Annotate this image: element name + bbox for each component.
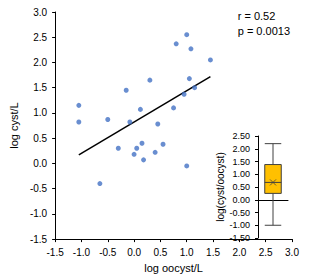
svg-text:2.0: 2.0 <box>232 247 246 258</box>
svg-text:-1.5: -1.5 <box>30 234 48 245</box>
svg-text:2.50: 2.50 <box>232 131 250 141</box>
svg-text:2.5: 2.5 <box>259 247 273 258</box>
svg-text:-1.00: -1.00 <box>229 220 250 230</box>
svg-text:2.5: 2.5 <box>33 32 47 43</box>
svg-text:1.5: 1.5 <box>33 82 47 93</box>
svg-text:1.00: 1.00 <box>232 169 250 179</box>
svg-text:0.0: 0.0 <box>127 247 141 258</box>
svg-text:1.0: 1.0 <box>33 107 47 118</box>
svg-text:-0.5: -0.5 <box>99 247 117 258</box>
svg-text:2.0: 2.0 <box>33 57 47 68</box>
svg-text:2.00: 2.00 <box>232 144 250 154</box>
svg-text:0.5: 0.5 <box>153 247 167 258</box>
svg-text:-1.5: -1.5 <box>47 247 65 258</box>
svg-text:-1.0: -1.0 <box>73 247 91 258</box>
svg-text:0.00: 0.00 <box>232 195 250 205</box>
svg-text:0.50: 0.50 <box>232 182 250 192</box>
svg-text:p = 0.0013: p = 0.0013 <box>238 25 290 37</box>
svg-text:-0.5: -0.5 <box>30 183 48 194</box>
svg-text:-1.50: -1.50 <box>229 233 250 243</box>
svg-text:3.0: 3.0 <box>33 7 47 18</box>
svg-text:0.5: 0.5 <box>33 133 47 144</box>
svg-text:log oocyst/L: log oocyst/L <box>144 262 203 274</box>
svg-text:3.0: 3.0 <box>285 247 299 258</box>
svg-text:1.50: 1.50 <box>232 157 250 167</box>
svg-text:1.0: 1.0 <box>180 247 194 258</box>
svg-text:log cyst/L: log cyst/L <box>8 102 20 148</box>
svg-text:log(cyst/oocyst): log(cyst/oocyst) <box>215 152 226 221</box>
svg-text:1.5: 1.5 <box>206 247 220 258</box>
svg-text:-0.50: -0.50 <box>229 208 250 218</box>
svg-text:0.0: 0.0 <box>33 158 47 169</box>
svg-text:r = 0.52: r = 0.52 <box>238 10 276 22</box>
svg-text:-1.0: -1.0 <box>30 208 48 219</box>
